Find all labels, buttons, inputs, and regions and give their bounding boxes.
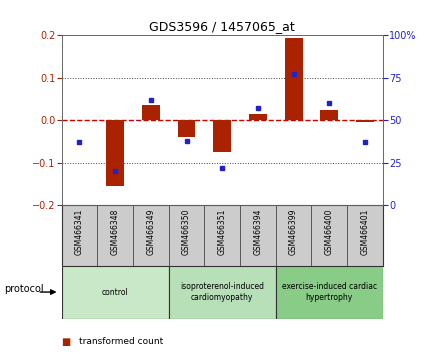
Text: exercise-induced cardiac
hypertrophy: exercise-induced cardiac hypertrophy [282, 282, 377, 302]
Text: GSM466401: GSM466401 [360, 208, 370, 255]
Bar [62, 266, 169, 319]
Bar [106, 120, 124, 186]
Text: GSM466399: GSM466399 [289, 208, 298, 255]
Bar [320, 110, 338, 120]
Bar [142, 105, 160, 120]
Bar [249, 114, 267, 120]
Text: ■: ■ [62, 337, 71, 347]
Bar [178, 120, 195, 137]
Text: GSM466341: GSM466341 [75, 208, 84, 255]
Text: GSM466348: GSM466348 [110, 208, 120, 255]
Text: isoproterenol-induced
cardiomyopathy: isoproterenol-induced cardiomyopathy [180, 282, 264, 302]
Text: protocol: protocol [4, 284, 44, 293]
Text: GSM466350: GSM466350 [182, 208, 191, 255]
Bar [213, 120, 231, 152]
Text: GSM466351: GSM466351 [218, 208, 227, 255]
Bar [169, 266, 276, 319]
Text: GSM466349: GSM466349 [147, 208, 155, 255]
Text: GSM466394: GSM466394 [253, 208, 262, 255]
Text: control: control [102, 287, 128, 297]
Title: GDS3596 / 1457065_at: GDS3596 / 1457065_at [149, 20, 295, 33]
Text: transformed count: transformed count [79, 337, 163, 346]
Bar [276, 266, 383, 319]
Text: GSM466400: GSM466400 [325, 208, 334, 255]
Bar [285, 38, 303, 120]
Bar [356, 120, 374, 122]
